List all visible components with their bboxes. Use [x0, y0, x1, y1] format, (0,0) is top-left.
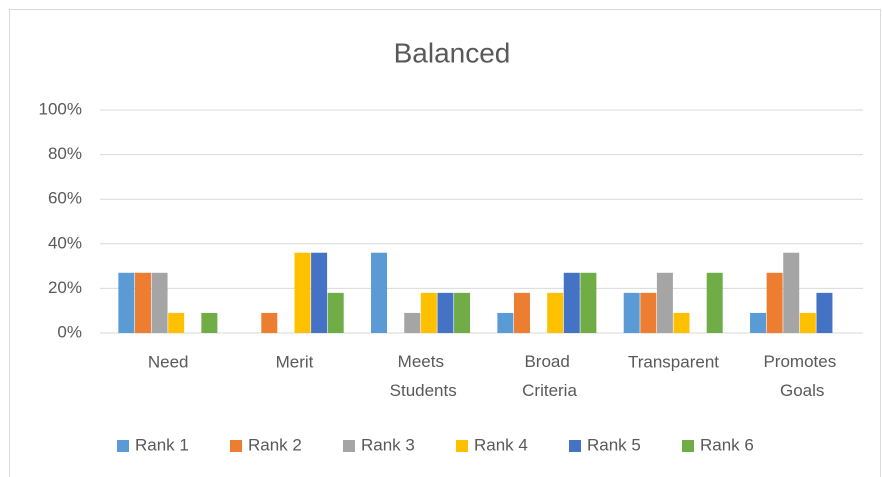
legend-label: Rank 4: [474, 435, 528, 454]
bar: [750, 312, 767, 333]
y-tick-label: 100%: [39, 99, 82, 118]
bar: [513, 292, 530, 333]
bar: [118, 272, 135, 333]
legend-label: Rank 2: [248, 435, 302, 454]
legend-label: Rank 6: [700, 435, 754, 454]
bar: [623, 292, 640, 333]
legend-swatch: [682, 440, 694, 452]
bar: [420, 292, 437, 333]
bar: [783, 252, 800, 333]
legend-swatch: [569, 440, 581, 452]
y-tick-label: 40%: [48, 233, 82, 252]
bar: [327, 292, 344, 333]
bar: [311, 252, 328, 333]
bar: [294, 252, 311, 333]
bar: [497, 312, 514, 333]
legend-label: Rank 3: [361, 435, 415, 454]
legend-swatch: [343, 440, 355, 452]
bar: [799, 312, 816, 333]
x-tick-label: Transparent: [628, 352, 719, 371]
bar: [437, 292, 454, 333]
x-tick-label: Need: [148, 352, 189, 371]
bar: [404, 312, 421, 333]
bar: [580, 272, 597, 333]
y-tick-label: 60%: [48, 189, 82, 208]
x-tick-label: Meets Students: [385, 352, 457, 400]
bar: [563, 272, 580, 333]
chart-frame: [9, 9, 881, 477]
legend-swatch: [230, 440, 242, 452]
bar: [766, 272, 783, 333]
y-tick-label: 80%: [48, 144, 82, 163]
bar: [151, 272, 168, 333]
legend-label: Rank 1: [135, 435, 189, 454]
x-tick-label: Promotes Goals: [763, 352, 836, 400]
bar: [706, 272, 723, 333]
bar: [656, 272, 673, 333]
bar: [547, 292, 564, 333]
bar: [673, 312, 690, 333]
bar: [816, 292, 833, 333]
legend-swatch: [456, 440, 468, 452]
chart-title: Balanced: [394, 37, 511, 68]
bar: [201, 312, 218, 333]
bar: [454, 292, 471, 333]
bar: [134, 272, 151, 333]
x-tick-label: Broad Criteria: [517, 352, 577, 400]
bar: [371, 252, 388, 333]
bar: [168, 312, 185, 333]
legend-swatch: [117, 440, 129, 452]
x-tick-label: Merit: [276, 352, 314, 371]
bar: [261, 312, 278, 333]
bar: [640, 292, 657, 333]
legend-label: Rank 5: [587, 435, 641, 454]
y-tick-label: 0%: [57, 322, 82, 341]
y-tick-label: 20%: [48, 278, 82, 297]
